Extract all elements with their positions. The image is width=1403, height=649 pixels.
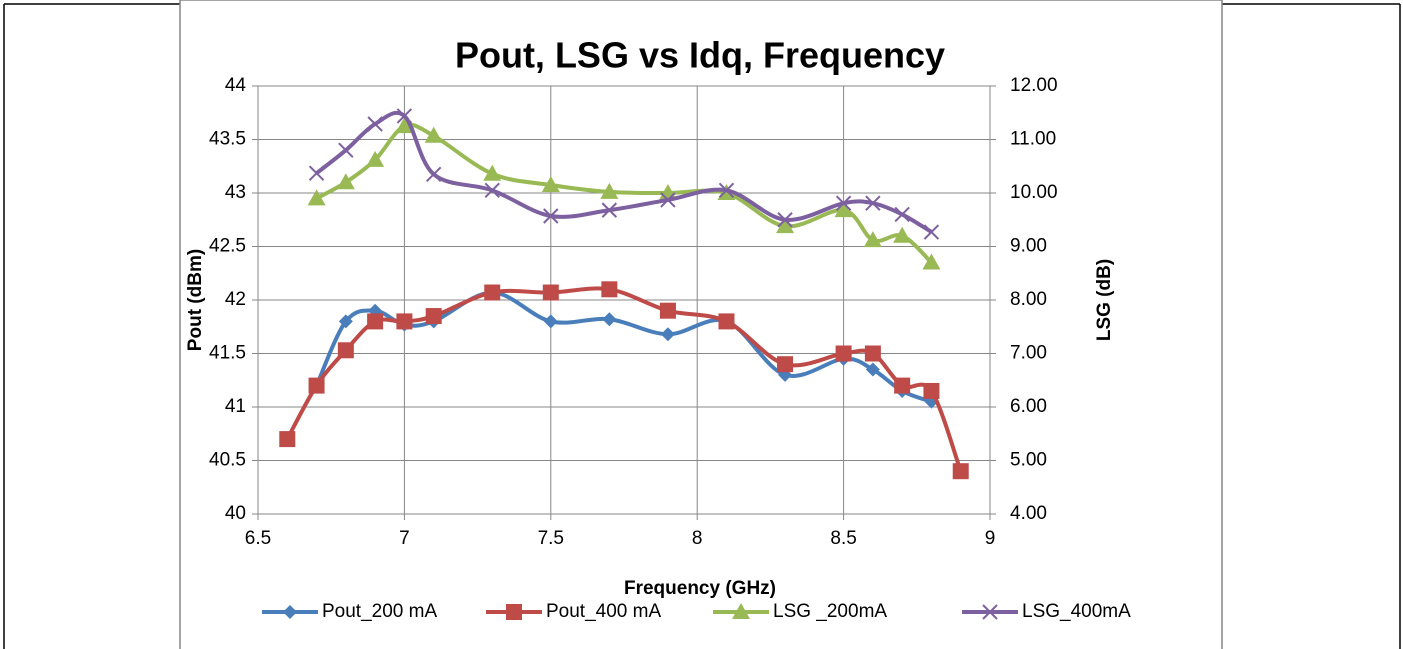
marker: [718, 313, 735, 330]
x-axis-title: Frequency (GHz): [624, 578, 776, 599]
y-axis-title: Pout (dBm): [185, 249, 206, 351]
y2-tick-label: 8.00: [1010, 289, 1047, 310]
marker: [338, 142, 354, 158]
marker: [776, 217, 795, 234]
marker: [923, 224, 940, 240]
marker: [660, 327, 675, 342]
marker: [395, 117, 414, 134]
marker: [484, 284, 501, 301]
y2-axis-title: LSG (dB): [1094, 259, 1115, 341]
legend-label: Pout_400 mA: [546, 601, 661, 622]
chart-title: Pout, LSG vs Idq, Frequency: [455, 35, 945, 76]
x-tick-label: 8: [692, 528, 703, 549]
marker: [600, 182, 619, 199]
y2-tick-label: 9.00: [1010, 236, 1047, 257]
marker: [307, 189, 326, 206]
marker: [279, 431, 296, 448]
marker: [366, 150, 385, 167]
y-tick-label: 40: [225, 503, 246, 524]
marker: [660, 192, 676, 208]
marker: [718, 182, 735, 199]
x-tick-label: 6.5: [245, 528, 271, 549]
marker: [863, 231, 882, 248]
marker: [982, 604, 998, 620]
marker: [336, 173, 355, 190]
marker: [338, 314, 353, 329]
marker: [777, 356, 794, 373]
y-tick-label: 44: [225, 75, 247, 96]
marker: [543, 208, 559, 224]
y2-tick-label: 11.00: [1010, 129, 1056, 150]
marker: [894, 377, 911, 394]
x-tick-label: 8.5: [830, 528, 856, 549]
marker: [864, 345, 881, 362]
legend-label: LSG _200mA: [773, 601, 887, 622]
x-tick-label: 7: [399, 528, 410, 549]
y-tick-label: 40.5: [209, 450, 246, 471]
y2-tick-label: 7.00: [1010, 343, 1047, 364]
marker: [777, 212, 793, 228]
marker: [865, 362, 880, 377]
y2-tick-label: 10.00: [1010, 182, 1058, 203]
marker: [865, 195, 881, 211]
marker: [894, 206, 910, 223]
marker: [601, 281, 618, 298]
y-tick-label: 42.5: [209, 236, 246, 257]
marker: [396, 313, 413, 330]
marker: [337, 342, 354, 359]
marker: [425, 308, 442, 325]
marker: [396, 108, 413, 124]
y-tick-label: 43.5: [209, 129, 246, 150]
y2-tick-label: 12.00: [1010, 75, 1058, 96]
marker: [506, 604, 522, 620]
marker: [308, 165, 325, 181]
marker: [893, 226, 912, 243]
marker: [923, 382, 940, 399]
marker: [283, 605, 297, 619]
marker: [367, 116, 383, 132]
marker: [952, 463, 969, 480]
marker: [424, 126, 443, 143]
y-tick-label: 42: [225, 289, 246, 310]
marker: [543, 314, 558, 329]
marker: [542, 284, 559, 301]
marker: [308, 377, 325, 394]
marker: [732, 603, 750, 619]
marker: [834, 201, 853, 218]
marker: [541, 175, 560, 192]
marker: [835, 345, 852, 362]
y2-tick-label: 4.00: [1010, 503, 1047, 524]
y2-tick-label: 6.00: [1010, 396, 1047, 417]
marker: [835, 195, 852, 211]
x-tick-label: 7.5: [538, 528, 564, 549]
legend-label: Pout_200 mA: [322, 601, 437, 622]
marker: [602, 312, 617, 327]
y-tick-label: 43: [225, 182, 246, 203]
marker: [922, 253, 941, 270]
y-tick-label: 41.5: [209, 343, 246, 364]
marker: [601, 202, 618, 218]
marker: [659, 302, 676, 319]
x-tick-label: 9: [985, 528, 996, 549]
y2-tick-label: 5.00: [1010, 450, 1047, 471]
marker: [425, 166, 442, 182]
marker: [367, 313, 384, 330]
marker: [483, 164, 502, 181]
y-tick-label: 41: [225, 396, 246, 417]
marker: [484, 182, 500, 199]
legend-label: LSG_400mA: [1022, 601, 1131, 622]
